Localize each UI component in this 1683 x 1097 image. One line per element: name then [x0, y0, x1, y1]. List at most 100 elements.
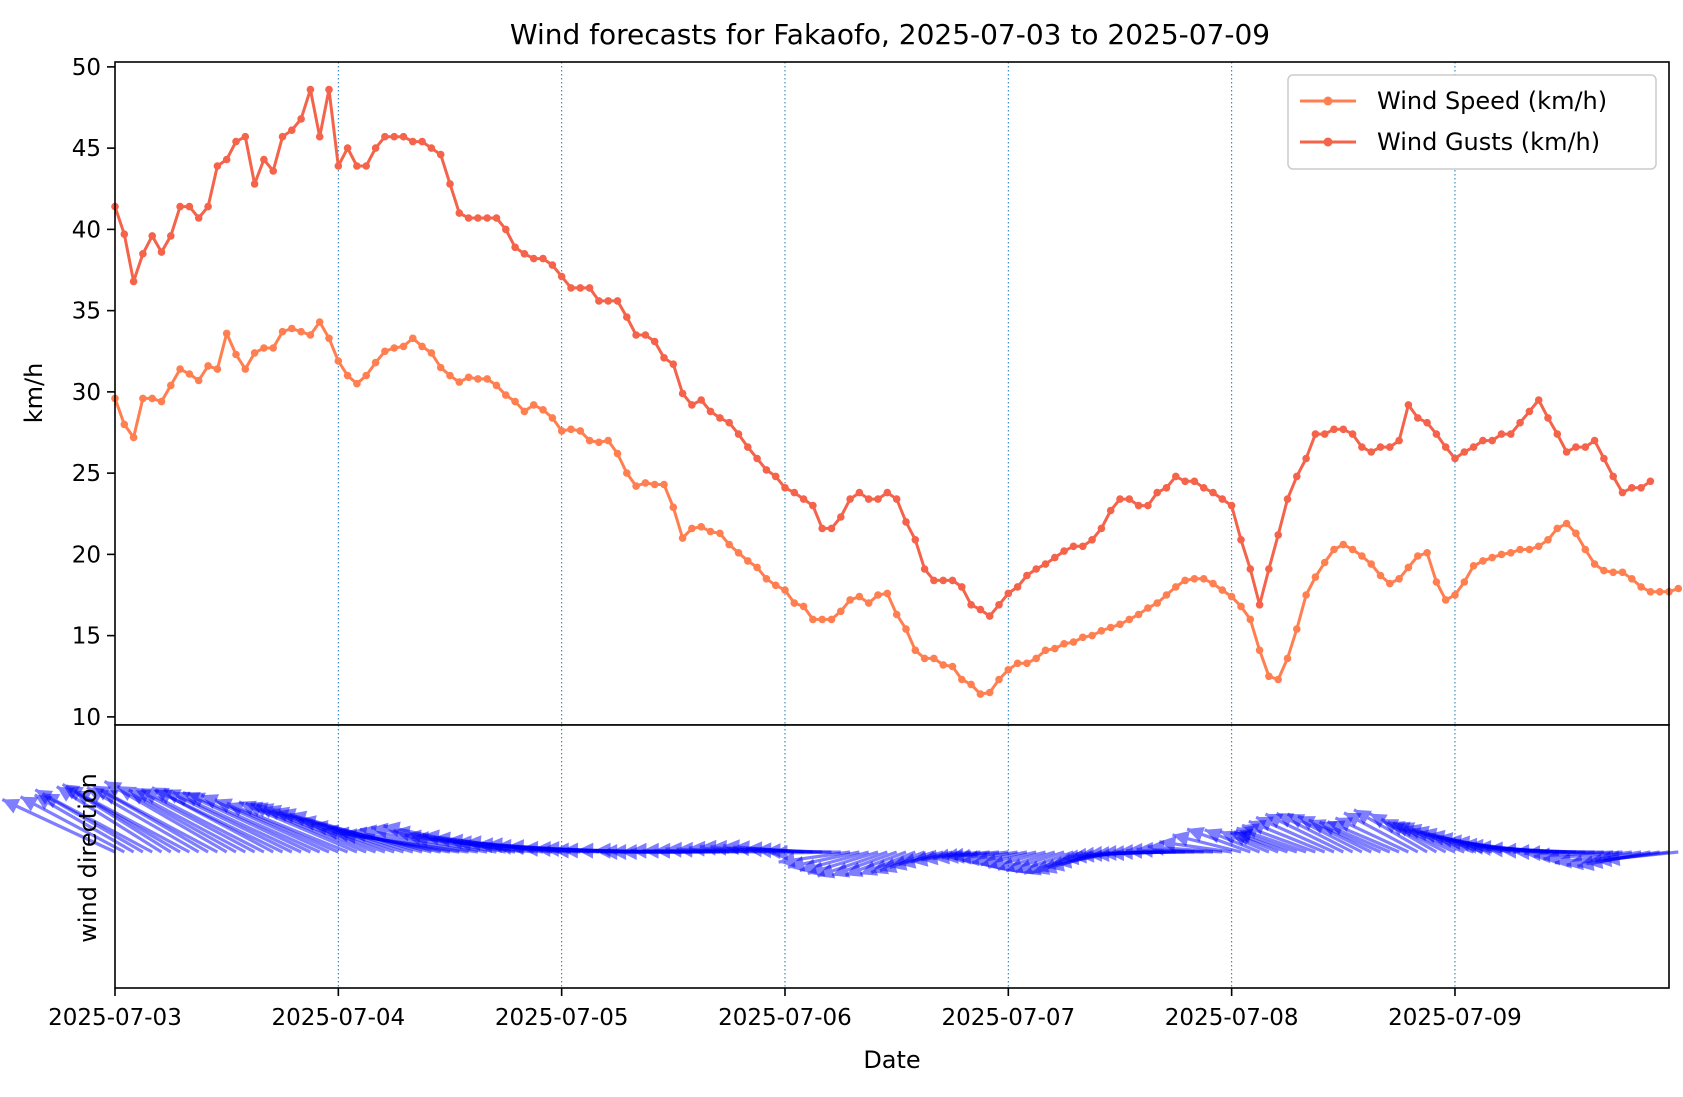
wind-gusts-point [744, 443, 752, 451]
wind-gusts-point [1013, 583, 1022, 591]
wind-gusts-point [1227, 501, 1236, 510]
direction-arrow-head [1159, 836, 1177, 852]
direction-arrow [1343, 811, 1419, 854]
wind-speed-point [436, 363, 445, 372]
direction-arrow [816, 850, 888, 879]
wind-speed-point [1572, 529, 1580, 538]
y-tick-label: 40 [72, 217, 101, 243]
wind-gusts-point [194, 214, 203, 222]
direction-arrow-head [434, 831, 451, 848]
wind-gusts-point [1274, 531, 1282, 539]
direction-arrow [787, 850, 860, 872]
wind-speed-point [688, 524, 696, 533]
direction-arrow-head [610, 844, 627, 860]
wind-gusts-point [1590, 436, 1599, 445]
wind-gusts-point [334, 162, 343, 170]
y-axis-label: km/h [20, 363, 48, 424]
direction-arrow-head [898, 853, 917, 869]
wind-gusts-point [1469, 443, 1478, 451]
direction-arrow-head [299, 815, 317, 831]
wind-gusts-point [129, 277, 138, 286]
direction-arrow [1264, 812, 1345, 854]
wind-gusts-point [241, 132, 250, 141]
wind-speed-point [278, 327, 287, 336]
wind-gusts-point [520, 250, 529, 258]
wind-gusts-point [1479, 436, 1487, 445]
wind-gusts-point [567, 284, 575, 292]
wind-speed-point [474, 375, 482, 383]
legend-label-wind-speed: Wind Speed (km/h) [1377, 87, 1607, 115]
wind-gusts-point [1534, 396, 1543, 404]
direction-arrow-head [710, 839, 727, 856]
x-tick-label: 2025-07-07 [941, 1005, 1075, 1031]
wind-gusts-point [1079, 542, 1087, 551]
x-tick-label: 2025-07-04 [271, 1005, 405, 1031]
wind-gusts-point [678, 389, 687, 398]
wind-gusts-line [113, 88, 1652, 618]
wind-gusts-point [585, 284, 594, 292]
wind-speed-point [1386, 579, 1394, 588]
wind-gusts-point [120, 230, 129, 238]
direction-arrow-head [688, 840, 706, 857]
direction-arrow-head [311, 820, 329, 836]
wind-gusts-point [390, 132, 399, 141]
direction-arrow [1159, 836, 1232, 854]
wind-gusts-point [967, 601, 975, 609]
direction-arrow [1, 798, 116, 854]
wind-speed-point [399, 342, 408, 351]
wind-gusts-point [1646, 477, 1655, 486]
wind-speed-point [232, 350, 240, 359]
wind-speed-point [250, 349, 259, 357]
wind-speed-point [771, 581, 780, 590]
wind-gusts-point [185, 202, 194, 211]
wind-speed-point [502, 391, 510, 399]
wind-gusts-point [1144, 501, 1152, 510]
wind-speed-point [809, 615, 817, 624]
wind-gusts-point [1441, 443, 1450, 451]
wind-gusts-point [1460, 448, 1469, 456]
wind-speed-point [1404, 563, 1413, 572]
wind-speed-point [1367, 560, 1375, 568]
wind-speed-point [260, 344, 268, 352]
wind-gusts-point [641, 331, 650, 339]
direction-arrow-head [1513, 844, 1530, 860]
direction-plot-frame [114, 724, 1670, 989]
wind-gusts-point [1516, 418, 1524, 427]
wind-gusts-point [576, 284, 585, 292]
wind-speed-point [706, 527, 715, 536]
direction-arrow-head [42, 793, 61, 809]
wind-speed-point [1348, 545, 1357, 554]
wind-speed-point [1423, 549, 1431, 557]
wind-speed-point [129, 433, 138, 442]
wind-speed-point [958, 675, 966, 684]
wind-speed-point [874, 591, 882, 599]
direction-arrow-head [476, 837, 493, 854]
wind-speed-point [762, 575, 771, 583]
y-tick-label: 20 [72, 542, 101, 568]
wind-gusts-point [157, 248, 166, 256]
wind-gusts-point [1618, 488, 1627, 497]
wind-speed-point [334, 357, 343, 365]
direction-arrow-head [552, 842, 569, 859]
wind-gusts-point [176, 202, 184, 211]
direction-arrow-head [543, 841, 560, 857]
wind-speed-point [409, 334, 417, 343]
speed-plot-area [115, 62, 1669, 725]
wind-gusts-point [288, 126, 296, 134]
wind-gusts-point [1339, 425, 1348, 434]
direction-arrow [845, 850, 907, 877]
wind-speed-point [492, 381, 501, 390]
wind-gusts-point [1525, 407, 1534, 416]
wind-gusts-point [1283, 495, 1292, 503]
wind-speed-point [967, 680, 975, 689]
wind-gusts-point [930, 576, 938, 585]
wind-speed-point [1237, 602, 1245, 611]
wind-gusts-point [139, 250, 147, 258]
wind-speed-point [371, 358, 380, 367]
direction-arrow-head [1500, 842, 1517, 859]
wind-gusts-point [1367, 448, 1375, 456]
wind-speed-point [325, 334, 333, 343]
wind-gusts-point [1172, 472, 1180, 481]
direction-arrow-head [911, 851, 929, 867]
wind-speed-point [1283, 654, 1292, 663]
